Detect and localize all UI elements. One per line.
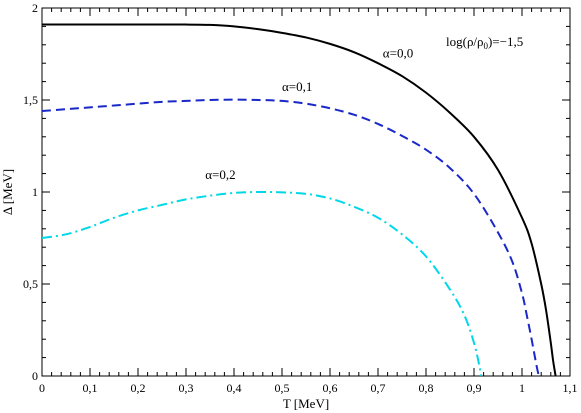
series-label-2: α=0,2 xyxy=(205,167,235,182)
y-tick-label: 1,5 xyxy=(23,93,38,107)
y-tick-label: 0 xyxy=(32,369,38,383)
plot-frame xyxy=(41,7,571,377)
x-tick-label: 0,1 xyxy=(83,381,98,395)
x-tick-label: 0,8 xyxy=(419,381,434,395)
y-tick-label: 1 xyxy=(32,185,38,199)
x-tick-label: 1 xyxy=(519,381,525,395)
x-tick-label: 0,3 xyxy=(179,381,194,395)
y-axis-title: Δ [MeV] xyxy=(0,169,15,215)
series-labels: α=0,0 α=0,1 α=0,2 xyxy=(205,46,413,182)
x-tick-label: 1,1 xyxy=(563,381,578,395)
x-tick-label: 0,9 xyxy=(467,381,482,395)
annotation-tail: )=−1,5 xyxy=(488,34,523,49)
annotation-main: log(ρ/ρ xyxy=(446,34,484,49)
x-axis-title: T [MeV] xyxy=(283,396,329,411)
x-tick-label: 0,5 xyxy=(275,381,290,395)
series-line-0 xyxy=(41,23,557,377)
series-layer xyxy=(41,23,557,377)
series-line-2 xyxy=(41,190,483,377)
x-tick-label: 0,6 xyxy=(323,381,338,395)
x-tick-label: 0,2 xyxy=(131,381,146,395)
series-label-0: α=0,0 xyxy=(383,46,413,61)
x-tick-label: 0 xyxy=(39,381,45,395)
x-tick-label: 0,7 xyxy=(371,381,386,395)
series-line-1 xyxy=(41,98,540,377)
annotation-subscript: 0 xyxy=(484,41,489,51)
y-tick-label: 2 xyxy=(32,1,38,15)
axis-ticks: 0 0,1 0,2 0,3 0,4 0,5 0,6 0,7 0,8 0,9 1 1,1 0 0,5 1 1,5… xyxy=(23,1,578,395)
density-annotation: log(ρ/ρ0)=−1,5 xyxy=(446,34,523,51)
series-label-1: α=0,1 xyxy=(282,79,312,94)
y-tick-label: 0,5 xyxy=(23,277,38,291)
x-tick-label: 0,4 xyxy=(227,381,242,395)
